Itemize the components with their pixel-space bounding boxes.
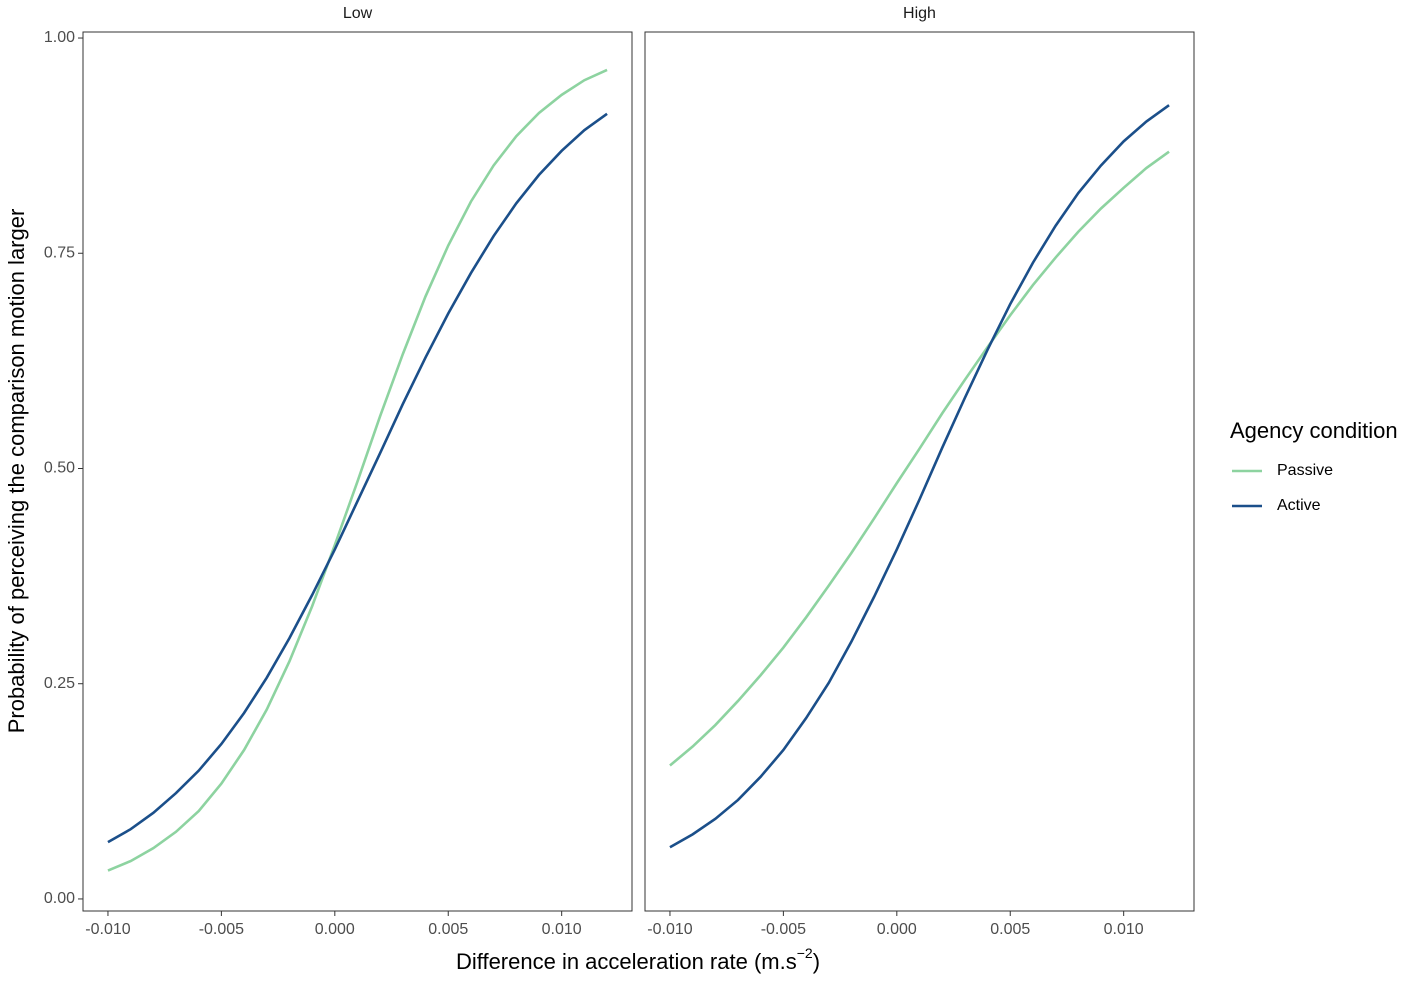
y-tick-label: 0.75 [44, 244, 75, 261]
legend-title: Agency condition [1230, 418, 1398, 443]
x-label-superscript: −2 [797, 945, 813, 961]
x-tick-label: 0.010 [1104, 921, 1144, 938]
x-label-suffix: ) [813, 949, 820, 974]
x-tick-label: 0.005 [990, 921, 1030, 938]
panel-border [82, 31, 633, 912]
y-tick-label: 1.00 [44, 29, 75, 46]
legend-label: Active [1277, 497, 1321, 514]
legend-label: Passive [1277, 462, 1333, 479]
x-tick-label: -0.005 [199, 921, 244, 938]
series-line [669, 150, 1170, 767]
x-tick-label: -0.010 [85, 921, 130, 938]
y-tick-label: 0.50 [44, 460, 75, 477]
x-tick-label: 0.000 [877, 921, 917, 938]
x-tick-label: 0.000 [315, 921, 355, 938]
x-axis-label: Difference in acceleration rate (m.s−2) [456, 945, 820, 974]
x-tick-label: 0.010 [542, 921, 582, 938]
y-axis-label: Probability of perceiving the comparison… [4, 209, 29, 734]
x-label-text: Difference in acceleration rate (m.s [456, 949, 797, 974]
strip-title: High [903, 5, 936, 22]
panel-border [644, 31, 1195, 912]
series-line [669, 104, 1170, 849]
series-line [107, 112, 608, 844]
x-tick-label: -0.010 [647, 921, 692, 938]
strip-title: Low [343, 5, 373, 22]
y-tick-label: 0.25 [44, 675, 75, 692]
x-tick-label: -0.005 [761, 921, 806, 938]
y-tick-label: 0.00 [44, 890, 75, 907]
series-line [107, 68, 608, 872]
x-tick-label: 0.005 [428, 921, 468, 938]
